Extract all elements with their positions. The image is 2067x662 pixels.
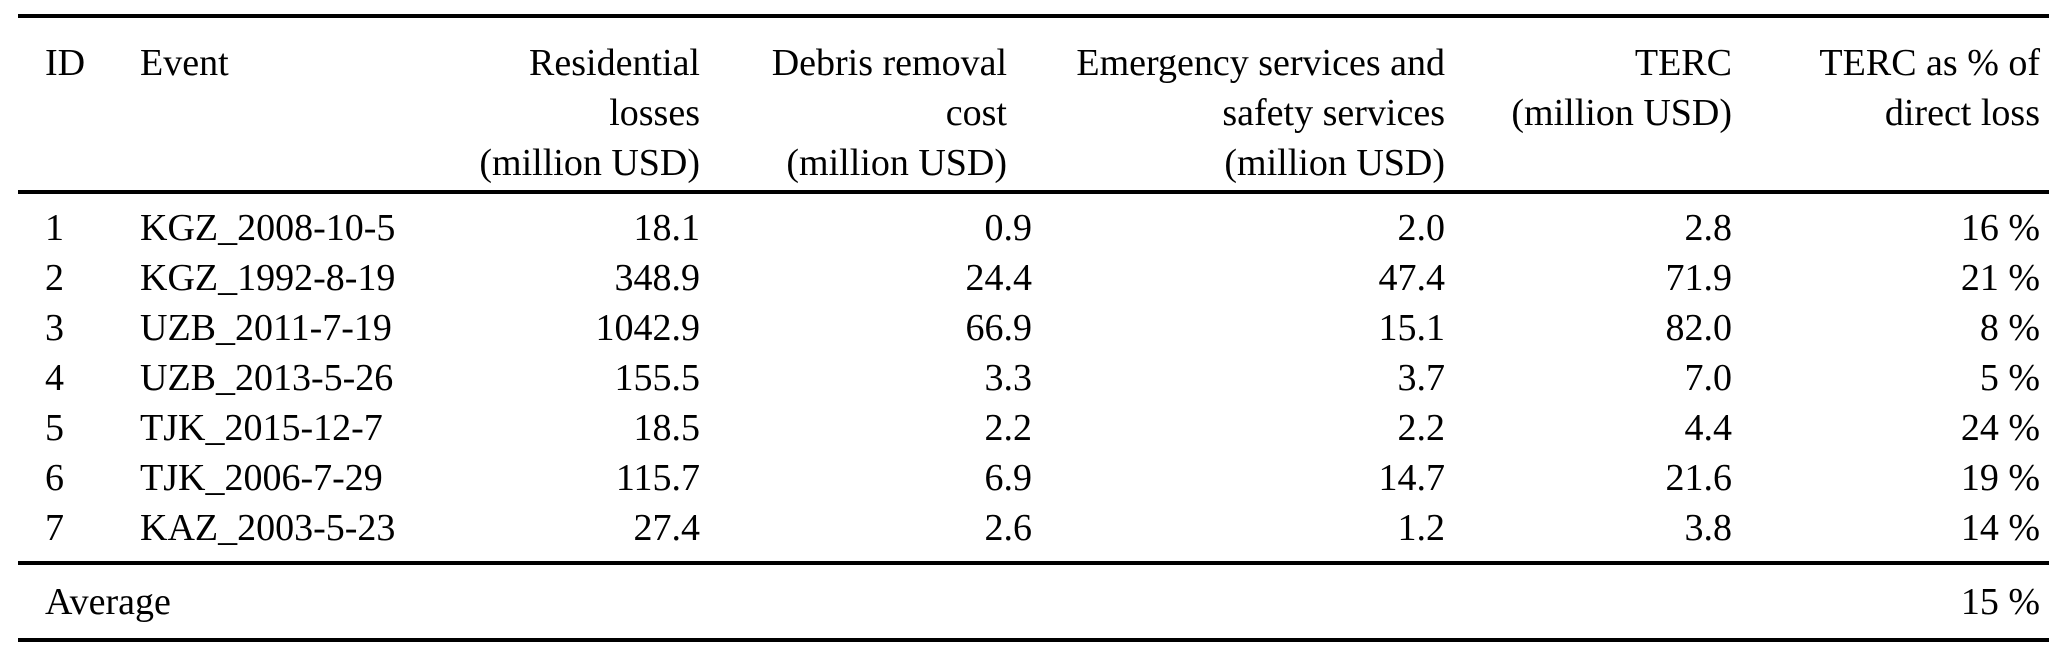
header-event: Event xyxy=(113,16,443,194)
cell-terc-percent: 5 % xyxy=(1979,357,2040,399)
table-row: 7 KAZ_2003-5-23 27.4 2.6 1.2 3.8 14 % xyxy=(18,503,2049,565)
header-residential-losses: Residential losses (million USD) xyxy=(443,16,700,194)
average-label: Average xyxy=(45,581,171,623)
cell-terc: 82.0 xyxy=(1665,307,1733,349)
cell-terc-percent: 19 % xyxy=(1960,457,2040,499)
cell-terc: 7.0 xyxy=(1684,357,1733,399)
cell-residential: 115.7 xyxy=(615,457,700,499)
cell-id: 4 xyxy=(45,357,64,399)
average-row: Average 15 % xyxy=(18,563,2049,640)
cell-terc: 4.4 xyxy=(1684,407,1733,449)
cell-debris: 24.4 xyxy=(965,257,1033,299)
cell-residential: 348.9 xyxy=(614,257,701,299)
average-terc-percent: 15 % xyxy=(1960,581,2040,623)
cell-emergency: 1.2 xyxy=(1032,503,1445,565)
cell-emergency: 2.0 xyxy=(1397,207,1446,249)
cell-terc-percent: 21 % xyxy=(1960,257,2040,299)
cell-debris: 2.2 xyxy=(984,407,1033,449)
cell-terc-percent: 24 % xyxy=(1960,407,2040,449)
cell-terc-percent: 8 % xyxy=(1979,307,2040,349)
cell-emergency: 2.2 xyxy=(1397,407,1446,449)
cell-terc: 3.8 xyxy=(1445,503,1732,565)
table-row: 1 KGZ_2008-10-5 18.1 0.9 2.0 2.8 16 % xyxy=(18,192,2049,253)
cell-debris: 6.9 xyxy=(984,457,1033,499)
table-row: 2 KGZ_1992-8-19 348.9 24.4 47.4 71.9 21 … xyxy=(18,253,2049,303)
cell-event: KAZ_2003-5-23 xyxy=(113,503,443,565)
cell-event: KGZ_2008-10-5 xyxy=(140,207,396,249)
cell-event: TJK_2015-12-7 xyxy=(140,407,383,449)
cell-debris: 2.6 xyxy=(700,503,1032,565)
cell-event: UZB_2013-5-26 xyxy=(140,357,394,399)
cell-emergency: 15.1 xyxy=(1378,307,1446,349)
cell-emergency: 3.7 xyxy=(1397,357,1446,399)
cell-event: KGZ_1992-8-19 xyxy=(140,257,396,299)
cell-emergency: 14.7 xyxy=(1378,457,1446,499)
header-debris-removal-cost: Debris removal cost (million USD) xyxy=(700,16,1032,194)
table-body: 1 KGZ_2008-10-5 18.1 0.9 2.0 2.8 16 % 2 … xyxy=(18,192,2049,565)
cell-id: 6 xyxy=(45,457,64,499)
cell-residential: 18.5 xyxy=(633,407,701,449)
cell-terc: 2.8 xyxy=(1684,207,1733,249)
header-row: ID Event Residential losses (million USD… xyxy=(18,16,2049,194)
cell-residential: 1042.9 xyxy=(595,307,701,349)
header-id: ID xyxy=(18,16,113,194)
header-emergency-safety-services: Emergency services and safety services (… xyxy=(1032,16,1445,194)
cell-debris: 3.3 xyxy=(984,357,1033,399)
cell-terc: 71.9 xyxy=(1665,257,1733,299)
cell-event: UZB_2011-7-19 xyxy=(140,307,392,349)
cell-terc-percent: 16 % xyxy=(1960,207,2040,249)
table-row: 5 TJK_2015-12-7 18.5 2.2 2.2 4.4 24 % xyxy=(18,403,2049,453)
table-row: 4 UZB_2013-5-26 155.5 3.3 3.7 7.0 5 % xyxy=(18,353,2049,403)
header-terc-percent-direct-loss: TERC as % of direct loss xyxy=(1732,16,2049,194)
cell-emergency: 47.4 xyxy=(1378,257,1446,299)
cell-terc-percent: 14 % xyxy=(1732,503,2049,565)
losses-terc-table: ID Event Residential losses (million USD… xyxy=(18,14,2049,642)
cell-event: TJK_2006-7-29 xyxy=(140,457,383,499)
table-row: 3 UZB_2011-7-19 1042.9 66.9 15.1 82.0 8 … xyxy=(18,303,2049,353)
cell-debris: 66.9 xyxy=(965,307,1033,349)
cell-id: 1 xyxy=(45,207,64,249)
cell-terc: 21.6 xyxy=(1665,457,1733,499)
header-terc: TERC (million USD) xyxy=(1445,16,1732,194)
cell-id: 2 xyxy=(45,257,64,299)
cell-id: 5 xyxy=(45,407,64,449)
cell-debris: 0.9 xyxy=(984,207,1033,249)
cell-residential: 155.5 xyxy=(614,357,701,399)
table-row: 6 TJK_2006-7-29 115.7 6.9 14.7 21.6 19 % xyxy=(18,453,2049,503)
cell-residential: 18.1 xyxy=(633,207,701,249)
cell-id: 7 xyxy=(18,503,113,565)
cell-residential: 27.4 xyxy=(443,503,700,565)
cell-id: 3 xyxy=(45,307,64,349)
table-header: ID Event Residential losses (million USD… xyxy=(18,16,2049,194)
table-footer: Average 15 % xyxy=(18,563,2049,640)
